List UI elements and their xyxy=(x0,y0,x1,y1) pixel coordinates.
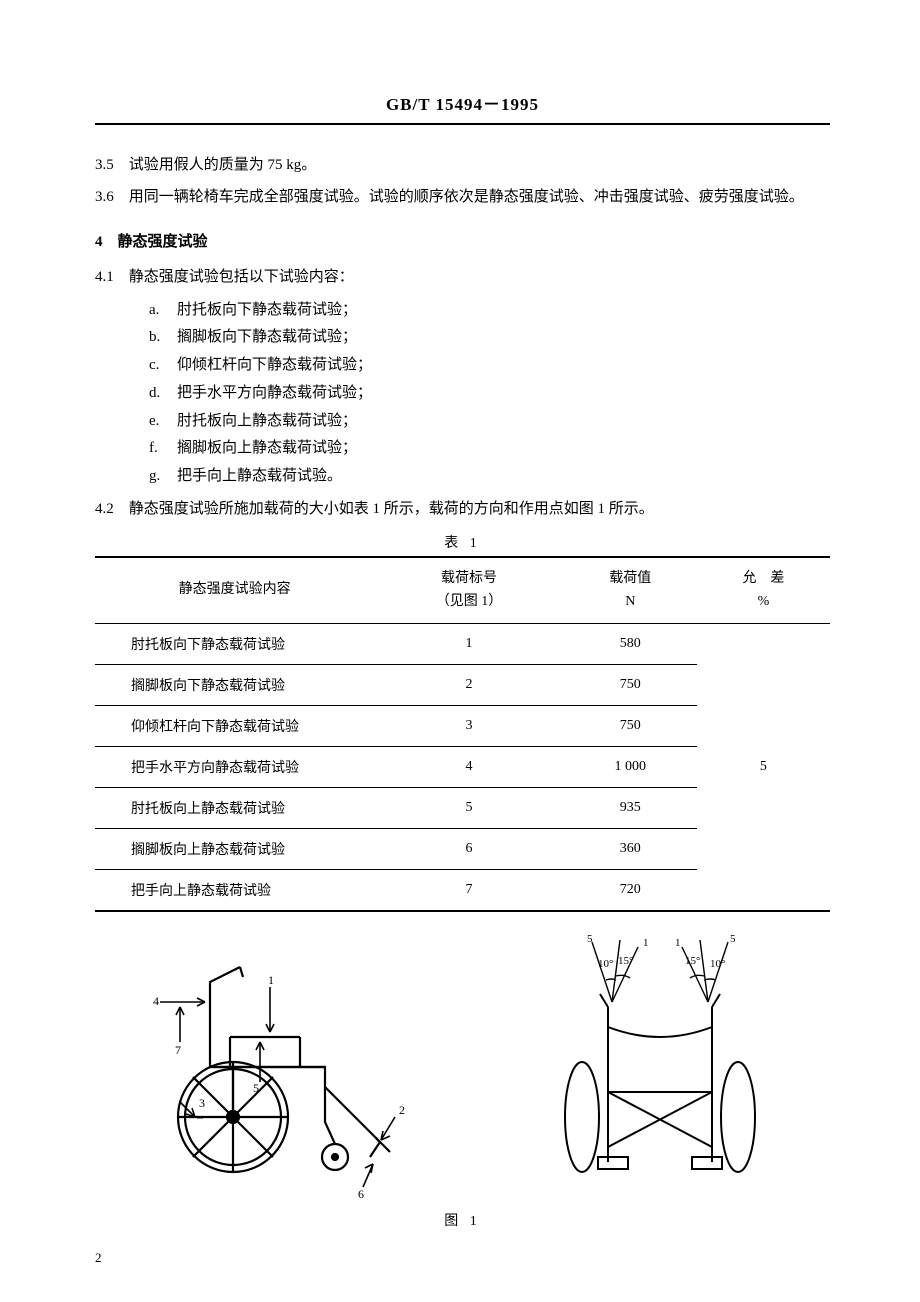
list-item: b.搁脚板向下静态载荷试验； xyxy=(149,324,830,352)
standard-number-header: GB/T 15494－1995 xyxy=(95,90,830,125)
fig-angle: 15° xyxy=(618,955,633,967)
header-line: N xyxy=(625,594,635,609)
table-header: 允 差 % xyxy=(697,557,830,623)
table-cell: 1 xyxy=(374,624,563,665)
clause-3-5: 3.5 试验用假人的质量为 75 kg。 xyxy=(95,153,830,179)
table-cell: 搁脚板向下静态载荷试验 xyxy=(95,665,374,706)
header-line: 允 差 xyxy=(742,571,784,586)
list-text: 搁脚板向下静态载荷试验； xyxy=(177,329,357,345)
header-line: % xyxy=(758,594,770,609)
table-cell: 5 xyxy=(374,788,563,829)
list-item: f.搁脚板向上静态载荷试验； xyxy=(149,435,830,463)
fig-label: 5 xyxy=(730,933,736,945)
figure-wheelchair-side-icon: 1 2 3 4 5 6 7 xyxy=(125,942,425,1202)
table-cell: 2 xyxy=(374,665,563,706)
fig-label: 1 xyxy=(268,973,274,987)
clause-text: 静态强度试验所施加载荷的大小如表 1 所示，载荷的方向和作用点如图 1 所示。 xyxy=(129,501,654,517)
fig-angle: 10° xyxy=(598,958,613,970)
figure-1-caption: 图 1 xyxy=(95,1210,830,1230)
table-cell: 4 xyxy=(374,747,563,788)
fig-label: 7 xyxy=(175,1043,181,1057)
clause-4-1: 4.1 静态强度试验包括以下试验内容： xyxy=(95,265,830,291)
table-cell: 搁脚板向上静态载荷试验 xyxy=(95,829,374,870)
list-item: g.把手向上静态载荷试验。 xyxy=(149,463,830,491)
table-cell: 肘托板向下静态载荷试验 xyxy=(95,624,374,665)
list-text: 肘托板向上静态载荷试验； xyxy=(177,413,357,429)
clause-number: 4.1 xyxy=(95,265,125,291)
section-title: 静态强度试验 xyxy=(118,234,208,250)
clause-3-6: 3.6 用同一辆轮椅车完成全部强度试验。试验的顺序依次是静态强度试验、冲击强度试… xyxy=(95,185,830,211)
page-number: 2 xyxy=(95,1250,102,1266)
fig-label: 4 xyxy=(153,994,159,1008)
table-cell: 720 xyxy=(564,870,697,912)
fig-angle: 15° xyxy=(685,955,700,967)
section-number: 4 xyxy=(95,234,103,250)
header-line: 载荷值 xyxy=(609,571,651,586)
list-item: d.把手水平方向静态载荷试验； xyxy=(149,380,830,408)
table-1-caption: 表 1 xyxy=(95,532,830,552)
header-line: 载荷标号 xyxy=(441,571,497,586)
figure-1-container: 1 2 3 4 5 6 7 xyxy=(95,932,830,1202)
clause-text: 用同一辆轮椅车完成全部强度试验。试验的顺序依次是静态强度试验、冲击强度试验、疲劳… xyxy=(129,189,804,205)
list-text: 搁脚板向上静态载荷试验； xyxy=(177,440,357,456)
table-cell: 肘托板向上静态载荷试验 xyxy=(95,788,374,829)
list-item: c.仰倾杠杆向下静态载荷试验； xyxy=(149,352,830,380)
table-cell: 360 xyxy=(564,829,697,870)
list-item: a.肘托板向下静态载荷试验； xyxy=(149,297,830,325)
header-line: （见图 1） xyxy=(436,594,503,609)
table-cell: 3 xyxy=(374,706,563,747)
section-4-heading: 4 静态强度试验 xyxy=(95,230,830,251)
fig-label: 2 xyxy=(399,1103,405,1117)
table-1: 静态强度试验内容 载荷标号 （见图 1） 载荷值 N 允 差 % 肘托板向下静态… xyxy=(95,556,830,912)
clause-number: 4.2 xyxy=(95,497,125,523)
clause-number: 3.5 xyxy=(95,153,125,179)
table-header: 载荷值 N xyxy=(564,557,697,623)
table-header: 静态强度试验内容 xyxy=(95,557,374,623)
fig-label: 5 xyxy=(587,933,593,945)
clause-text: 静态强度试验包括以下试验内容： xyxy=(129,269,354,285)
table-cell: 1 000 xyxy=(564,747,697,788)
list-text: 肘托板向下静态载荷试验； xyxy=(177,302,357,318)
table-body: 肘托板向下静态载荷试验 1 580 5 搁脚板向下静态载荷试验 2 750 仰倾… xyxy=(95,624,830,912)
table-cell: 把手水平方向静态载荷试验 xyxy=(95,747,374,788)
table-cell-tolerance: 5 xyxy=(697,624,830,912)
fig-label: 6 xyxy=(358,1187,364,1201)
table-cell: 7 xyxy=(374,870,563,912)
fig-label: 5 xyxy=(253,1081,259,1095)
fig-label: 3 xyxy=(199,1096,205,1110)
test-list: a.肘托板向下静态载荷试验； b.搁脚板向下静态载荷试验； c.仰倾杠杆向下静态… xyxy=(149,297,830,491)
clause-4-2: 4.2 静态强度试验所施加载荷的大小如表 1 所示，载荷的方向和作用点如图 1 … xyxy=(95,497,830,523)
table-cell: 仰倾杠杆向下静态载荷试验 xyxy=(95,706,374,747)
table-cell: 750 xyxy=(564,706,697,747)
table-cell: 935 xyxy=(564,788,697,829)
table-cell: 6 xyxy=(374,829,563,870)
list-item: e.肘托板向上静态载荷试验； xyxy=(149,408,830,436)
table-cell: 580 xyxy=(564,624,697,665)
fig-angle: 10° xyxy=(710,958,725,970)
list-text: 把手水平方向静态载荷试验； xyxy=(177,385,372,401)
list-text: 把手向上静态载荷试验。 xyxy=(177,468,342,484)
list-text: 仰倾杠杆向下静态载荷试验； xyxy=(177,357,372,373)
clause-number: 3.6 xyxy=(95,185,125,211)
clause-text: 试验用假人的质量为 75 kg。 xyxy=(129,157,317,173)
table-cell: 把手向上静态载荷试验 xyxy=(95,870,374,912)
fig-label: 1 xyxy=(643,937,649,949)
fig-label: 1 xyxy=(675,937,681,949)
table-header: 载荷标号 （见图 1） xyxy=(374,557,563,623)
table-cell: 750 xyxy=(564,665,697,706)
figure-wheelchair-rear-icon: 5 1 1 5 10° 15° 15° 10° xyxy=(520,932,800,1202)
